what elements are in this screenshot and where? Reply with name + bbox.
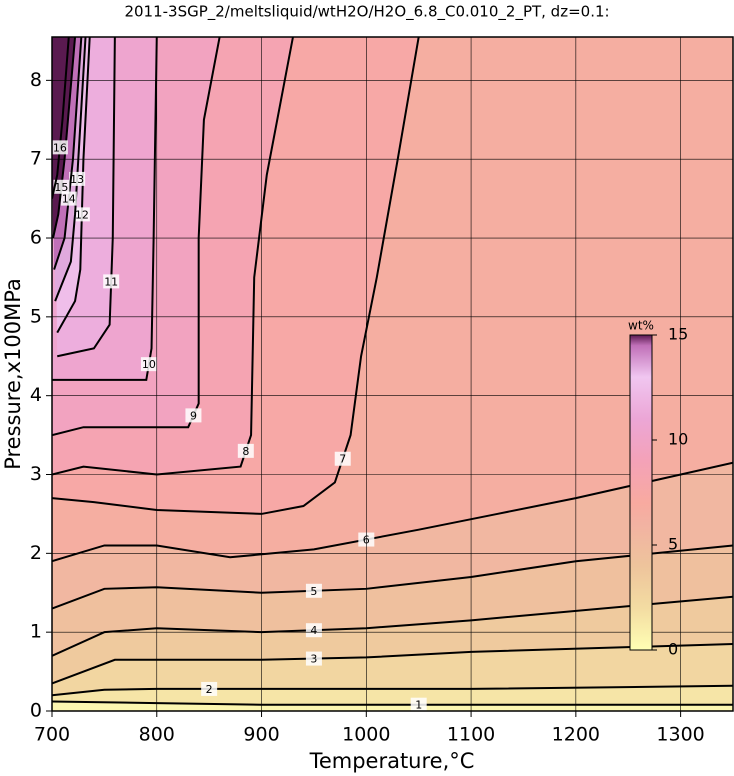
x-tick-label: 900 bbox=[243, 724, 279, 746]
contour-label-box bbox=[53, 179, 70, 194]
contour-label-box bbox=[140, 357, 157, 372]
contour-label: 2 bbox=[206, 683, 213, 696]
x-tick-label: 800 bbox=[139, 724, 175, 746]
contour-label-box bbox=[305, 651, 322, 666]
contour-label-box bbox=[60, 191, 77, 206]
contour-label: 10 bbox=[142, 358, 156, 371]
contour-label: 1 bbox=[415, 699, 422, 712]
colorbar-tick-label: 5 bbox=[668, 535, 678, 554]
chart-title: 2011-3SGP_2/meltsliquid/wtH2O/H2O_6.8_C0… bbox=[124, 3, 609, 22]
contour-label: 4 bbox=[310, 624, 317, 637]
x-axis-label: Temperature,°C bbox=[309, 749, 475, 773]
contour-label: 11 bbox=[104, 275, 118, 288]
colorbar-tick-label: 15 bbox=[668, 325, 688, 344]
contour-label-box bbox=[410, 697, 427, 711]
contour-label: 16 bbox=[53, 141, 67, 154]
x-tick-label: 700 bbox=[34, 724, 70, 746]
y-tick-label: 2 bbox=[30, 542, 42, 564]
contour-label-box bbox=[52, 140, 68, 155]
contour-label: 8 bbox=[242, 445, 249, 458]
contour-label: 12 bbox=[75, 208, 89, 221]
contour-label-box bbox=[201, 681, 218, 696]
colorbar bbox=[629, 334, 653, 651]
x-tick-label: 1300 bbox=[656, 724, 704, 746]
plot-frame bbox=[51, 36, 734, 712]
contour-label: 3 bbox=[310, 653, 317, 666]
y-tick-label: 5 bbox=[30, 305, 42, 327]
contour-line bbox=[57, 37, 116, 358]
y-tick-label: 4 bbox=[30, 384, 42, 406]
y-tick-label: 7 bbox=[30, 148, 42, 170]
contour-label: 9 bbox=[190, 409, 197, 422]
y-axis-label: Pressure,x100MPa bbox=[1, 278, 25, 470]
y-tick-label: 6 bbox=[30, 227, 42, 249]
contour-label-box bbox=[185, 408, 202, 423]
y-tick-label: 0 bbox=[30, 700, 42, 722]
x-tick-label: 1000 bbox=[342, 724, 390, 746]
contour-label-box bbox=[69, 171, 86, 186]
x-tick-label: 1100 bbox=[447, 724, 495, 746]
contour-label-box bbox=[103, 274, 120, 289]
y-tick-label: 1 bbox=[30, 621, 42, 643]
contour-label-box bbox=[334, 451, 351, 466]
contour-line bbox=[54, 37, 87, 302]
colorbar-tick-label: 10 bbox=[668, 430, 688, 449]
contour-label: 15 bbox=[54, 181, 68, 194]
contour-label-box bbox=[73, 207, 90, 222]
y-tick-label: 3 bbox=[30, 463, 42, 485]
contour-label: 5 bbox=[310, 585, 317, 598]
contour-line bbox=[56, 37, 91, 334]
region-fill bbox=[52, 701, 733, 711]
x-tick-label: 1200 bbox=[552, 724, 600, 746]
contour-label-box bbox=[305, 623, 322, 638]
contour-label-box bbox=[305, 583, 322, 598]
region-fill bbox=[52, 37, 69, 199]
contour-label-box bbox=[237, 443, 254, 458]
contour-label: 7 bbox=[339, 453, 346, 466]
contour-label: 14 bbox=[62, 193, 76, 206]
y-tick-label: 8 bbox=[30, 69, 42, 91]
contour-line bbox=[52, 461, 733, 563]
contour-label: 13 bbox=[70, 173, 84, 186]
colorbar-tick-label: 0 bbox=[668, 640, 678, 659]
colorbar-label: wt% bbox=[628, 319, 654, 333]
